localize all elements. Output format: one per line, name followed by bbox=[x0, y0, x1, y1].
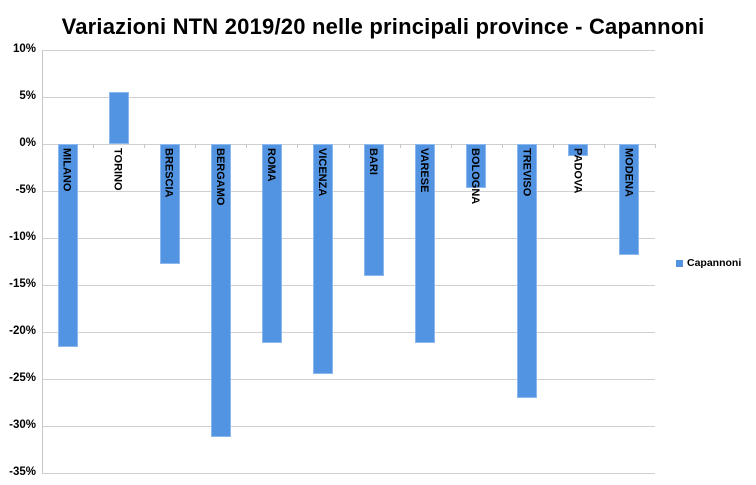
x-tick bbox=[195, 144, 196, 148]
x-tick bbox=[349, 144, 350, 148]
legend-label: Capannoni bbox=[687, 257, 742, 269]
x-tick bbox=[451, 144, 452, 148]
x-category-label: MILANO bbox=[60, 148, 73, 192]
x-tick bbox=[655, 144, 656, 148]
x-category-label: BOLOGNA bbox=[469, 148, 482, 205]
x-category-label: VARESE bbox=[418, 148, 431, 193]
x-category-label: PADOVA bbox=[571, 148, 584, 194]
bar-varese bbox=[415, 144, 436, 344]
gridline bbox=[42, 144, 655, 145]
gridline bbox=[42, 285, 655, 286]
legend: Capannoni bbox=[676, 257, 741, 269]
x-category-label: BARI bbox=[367, 148, 380, 175]
x-tick bbox=[502, 144, 503, 148]
bar-modena bbox=[619, 144, 640, 255]
x-category-label: BRESCIA bbox=[162, 148, 175, 198]
y-tick-label: 5% bbox=[19, 90, 36, 102]
y-tick-label: -30% bbox=[9, 419, 36, 431]
x-tick bbox=[604, 144, 605, 148]
y-tick-label: -25% bbox=[9, 372, 36, 384]
x-tick bbox=[144, 144, 145, 148]
y-tick-label: -10% bbox=[9, 231, 36, 243]
x-tick bbox=[246, 144, 247, 148]
gridline bbox=[42, 191, 655, 192]
bar-bari bbox=[364, 144, 385, 276]
x-tick bbox=[93, 144, 94, 148]
y-tick-label: -35% bbox=[9, 466, 36, 478]
bar-milano bbox=[57, 144, 78, 348]
bar-padova bbox=[568, 144, 589, 157]
bar-brescia bbox=[159, 144, 180, 265]
legend-swatch-icon bbox=[676, 259, 683, 267]
y-tick-label: 0% bbox=[19, 137, 36, 149]
x-category-label: BERGAMO bbox=[213, 148, 226, 206]
x-tick bbox=[297, 144, 298, 148]
y-tick-label: 10% bbox=[12, 43, 36, 55]
y-tick-label: -5% bbox=[15, 184, 36, 196]
y-axis bbox=[42, 50, 43, 473]
x-category-label: TORINO bbox=[111, 148, 124, 191]
bar-vicenza bbox=[312, 144, 333, 375]
x-category-label: TREVISO bbox=[520, 148, 533, 197]
y-tick-label: -20% bbox=[9, 325, 36, 337]
gridline bbox=[42, 473, 655, 474]
bar-roma bbox=[261, 144, 282, 344]
x-tick bbox=[553, 144, 554, 148]
y-tick-label: -15% bbox=[9, 278, 36, 290]
gridline bbox=[42, 50, 655, 51]
x-category-label: ROMA bbox=[264, 148, 277, 182]
bar-torino bbox=[108, 92, 129, 144]
gridline bbox=[42, 379, 655, 380]
gridline bbox=[42, 238, 655, 239]
bar-bologna bbox=[466, 144, 487, 189]
chart-title: Variazioni NTN 2019/20 nelle principali … bbox=[61, 14, 705, 39]
bar-bergamo bbox=[210, 144, 231, 438]
gridline bbox=[42, 426, 655, 427]
x-category-label: MODENA bbox=[622, 148, 635, 197]
x-category-label: VICENZA bbox=[315, 148, 328, 197]
bar-treviso bbox=[517, 144, 538, 398]
x-tick bbox=[400, 144, 401, 148]
gridline bbox=[42, 332, 655, 333]
gridline bbox=[42, 97, 655, 98]
